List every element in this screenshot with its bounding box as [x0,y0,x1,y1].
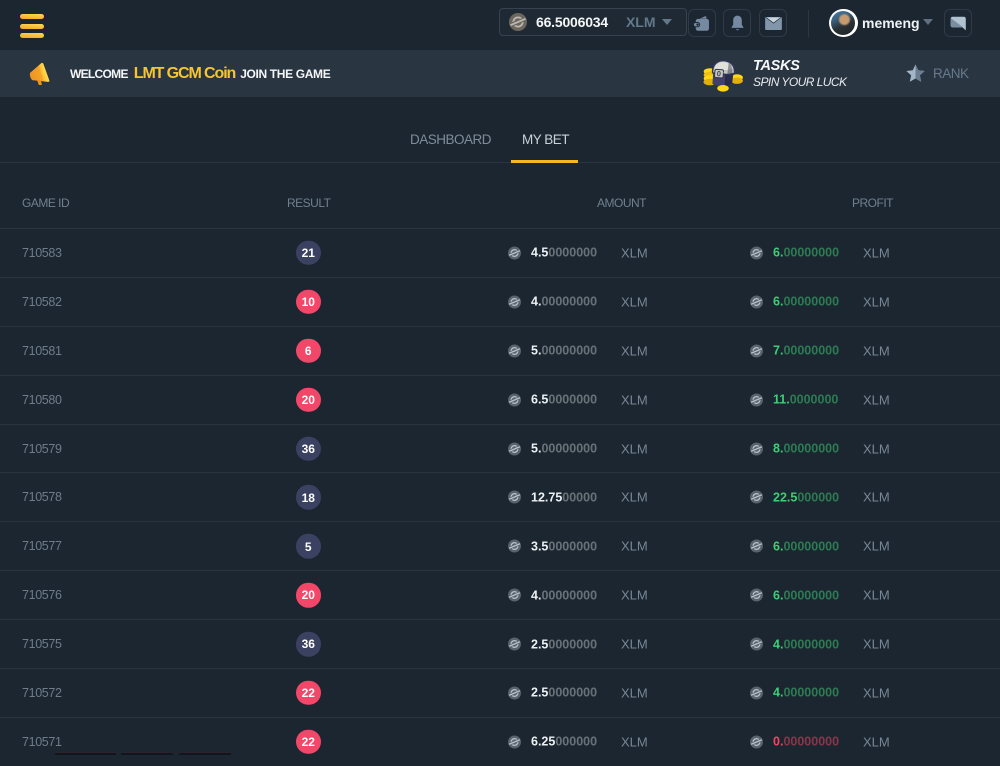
svg-text:0: 0 [717,69,722,78]
